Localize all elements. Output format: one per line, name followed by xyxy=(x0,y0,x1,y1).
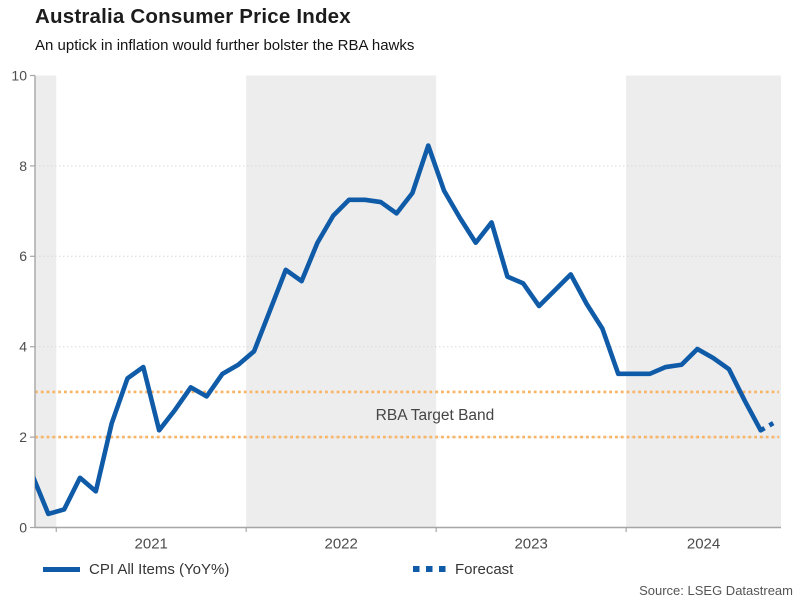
chart-subtitle: An uptick in inflation would further bol… xyxy=(35,37,415,54)
legend-item-cpi: CPI All Items (YoY%) xyxy=(43,559,229,579)
x-year-label: 2022 xyxy=(324,536,357,553)
year-shade-band xyxy=(626,75,781,528)
y-tick-label: 6 xyxy=(19,248,27,264)
x-year-label: 2021 xyxy=(135,536,168,553)
year-shade-band xyxy=(246,75,437,528)
y-tick-label: 0 xyxy=(19,519,27,535)
y-tick-label: 8 xyxy=(19,158,27,174)
legend-label-forecast: Forecast xyxy=(455,560,514,578)
x-year-label: 2024 xyxy=(687,536,720,553)
year-shade-band xyxy=(35,75,57,528)
cpi-line xyxy=(35,143,763,517)
legend-label-cpi: CPI All Items (YoY%) xyxy=(89,560,230,578)
legend-item-forecast: Forecast xyxy=(413,559,513,579)
page-title: Australia Consumer Price Index xyxy=(35,5,351,28)
forecast-line-swatch xyxy=(413,566,446,572)
cpi-line-swatch xyxy=(43,566,80,572)
forecast-line xyxy=(759,419,778,433)
y-tick-label: 10 xyxy=(11,67,27,83)
x-year-label: 2023 xyxy=(514,536,547,553)
source-attribution: Source: LSEG Datastream xyxy=(639,583,793,598)
y-tick-label: 2 xyxy=(19,429,27,445)
y-tick-label: 4 xyxy=(19,339,27,355)
target-band-label: RBA Target Band xyxy=(376,407,495,424)
